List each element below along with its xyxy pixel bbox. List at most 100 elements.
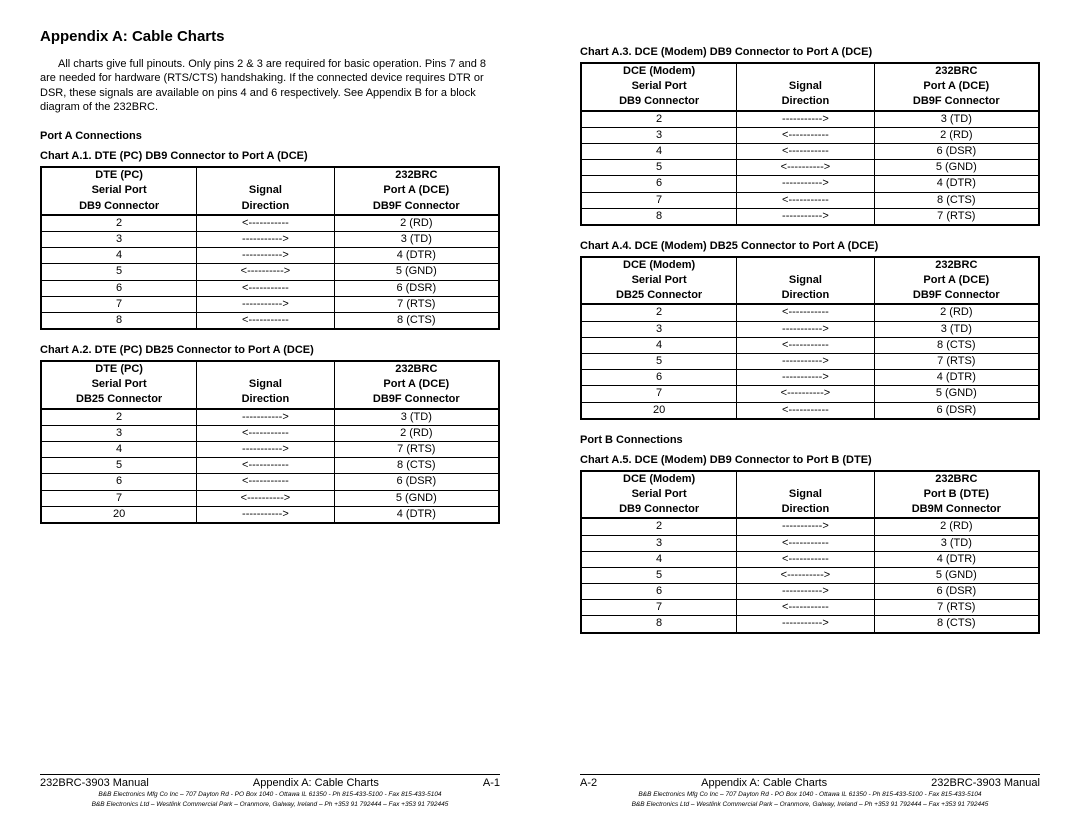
footer-manual: 232BRC-3903 Manual <box>931 777 1040 789</box>
table-header-cell: Direction <box>197 392 334 408</box>
table-cell: 7 <box>581 386 737 402</box>
table-cell: 3 <box>41 425 197 441</box>
table-row: 2<-----------2 (RD) <box>41 215 499 232</box>
table-header-cell: DB25 Connector <box>581 288 737 304</box>
table-cell: 7 (RTS) <box>874 208 1039 225</box>
table-header-cell: DB9F Connector <box>334 199 499 215</box>
table-row: 4----------->7 (RTS) <box>41 442 499 458</box>
table-header-cell: Port A (DCE) <box>874 79 1039 94</box>
table-cell: 20 <box>41 506 197 523</box>
table-cell: 5 (GND) <box>874 386 1039 402</box>
table-row: 4<-----------6 (DSR) <box>581 143 1039 159</box>
table-header-cell: Port A (DCE) <box>874 273 1039 288</box>
table-cell: <----------- <box>197 474 334 490</box>
table-cell: 2 (RD) <box>874 304 1039 321</box>
chart-a2-title: Chart A.2. DTE (PC) DB25 Connector to Po… <box>40 344 500 356</box>
table-cell: <----------> <box>737 567 874 583</box>
section-port-b: Port B Connections <box>580 434 1040 446</box>
table-header-cell: DTE (PC) <box>41 167 197 183</box>
table-cell: 4 <box>41 442 197 458</box>
footer-tiny-2: B&B Electronics Ltd – Westlink Commercia… <box>580 801 1040 808</box>
table-cell: 3 <box>41 231 197 247</box>
table-cell: -----------> <box>737 584 874 600</box>
table-header-cell: Signal <box>737 79 874 94</box>
table-cell: 8 (CTS) <box>874 192 1039 208</box>
table-cell: <----------> <box>197 490 334 506</box>
table-cell: -----------> <box>197 442 334 458</box>
table-cell: 7 (RTS) <box>874 354 1039 370</box>
table-row: 8----------->8 (CTS) <box>581 616 1039 633</box>
table-header-cell: DB9F Connector <box>874 288 1039 304</box>
table-row: 5<---------->5 (GND) <box>41 264 499 280</box>
table-cell: -----------> <box>737 321 874 337</box>
table-row: 2----------->3 (TD) <box>41 409 499 426</box>
page-left: Appendix A: Cable Charts All charts give… <box>0 0 540 834</box>
table-header-cell: 232BRC <box>334 361 499 377</box>
table-cell: 3 <box>581 321 737 337</box>
table-cell: 7 <box>581 600 737 616</box>
table-cell: -----------> <box>197 296 334 312</box>
footer-right: A-2 Appendix A: Cable Charts 232BRC-3903… <box>580 774 1040 808</box>
table-cell: 4 (DTR) <box>874 370 1039 386</box>
table-row: 7----------->7 (RTS) <box>41 296 499 312</box>
table-row: 6----------->6 (DSR) <box>581 584 1039 600</box>
table-cell: -----------> <box>737 616 874 633</box>
table-cell: <----------- <box>197 215 334 232</box>
table-cell: -----------> <box>197 506 334 523</box>
table-header-cell: DTE (PC) <box>41 361 197 377</box>
table-cell: <----------> <box>737 386 874 402</box>
table-header-cell: Direction <box>737 502 874 518</box>
table-cell: -----------> <box>737 176 874 192</box>
table-cell: 8 <box>581 616 737 633</box>
table-header-cell: DCE (Modem) <box>581 257 737 273</box>
table-header-cell: Port B (DTE) <box>874 487 1039 502</box>
chart-a3-title: Chart A.3. DCE (Modem) DB9 Connector to … <box>580 46 1040 58</box>
table-cell: 6 <box>41 280 197 296</box>
table-row: 3<-----------2 (RD) <box>41 425 499 441</box>
table-row: 5<---------->5 (GND) <box>581 567 1039 583</box>
footer-page-num: A-1 <box>483 777 500 789</box>
page-spread: Appendix A: Cable Charts All charts give… <box>0 0 1080 834</box>
table-cell: <----------> <box>737 160 874 176</box>
table-cell: 2 (RD) <box>874 127 1039 143</box>
table-cell: <----------- <box>197 280 334 296</box>
table-header-cell: Signal <box>197 183 334 198</box>
table-cell: 8 <box>581 208 737 225</box>
intro-paragraph: All charts give full pinouts. Only pins … <box>40 57 500 114</box>
table-cell: <----------- <box>737 402 874 419</box>
table-cell: 4 (DTR) <box>334 248 499 264</box>
table-cell: 20 <box>581 402 737 419</box>
table-row: 5----------->7 (RTS) <box>581 354 1039 370</box>
table-cell: 7 <box>41 296 197 312</box>
table-header-cell <box>197 167 334 183</box>
table-cell: -----------> <box>197 231 334 247</box>
table-header-cell: Direction <box>737 288 874 304</box>
table-cell: <----------- <box>197 312 334 329</box>
table-header-cell: Direction <box>197 199 334 215</box>
table-header-cell: Signal <box>737 273 874 288</box>
table-header-cell <box>737 257 874 273</box>
footer-page-num: A-2 <box>580 777 597 789</box>
table-cell: <----------- <box>737 304 874 321</box>
table-cell: -----------> <box>197 248 334 264</box>
table-header-cell <box>737 471 874 487</box>
table-cell: -----------> <box>737 111 874 128</box>
table-cell: <----------> <box>197 264 334 280</box>
table-cell: 8 (CTS) <box>874 337 1039 353</box>
chart-a5-title: Chart A.5. DCE (Modem) DB9 Connector to … <box>580 454 1040 466</box>
table-cell: -----------> <box>737 370 874 386</box>
table-cell: 5 (GND) <box>334 264 499 280</box>
table-cell: -----------> <box>197 409 334 426</box>
table-header-cell: 232BRC <box>874 471 1039 487</box>
table-header-cell: DB9 Connector <box>581 94 737 110</box>
table-header-cell: Port A (DCE) <box>334 377 499 392</box>
table-cell: 2 <box>581 304 737 321</box>
table-cell: <----------- <box>737 551 874 567</box>
table-header-cell: Serial Port <box>41 377 197 392</box>
table-cell: 2 (RD) <box>334 215 499 232</box>
table-cell: 4 <box>581 551 737 567</box>
table-row: 4<-----------4 (DTR) <box>581 551 1039 567</box>
table-cell: 4 (DTR) <box>874 176 1039 192</box>
table-row: 5<---------->5 (GND) <box>581 160 1039 176</box>
chart-a4-table: DCE (Modem)232BRCSerial PortSignalPort A… <box>580 256 1040 420</box>
